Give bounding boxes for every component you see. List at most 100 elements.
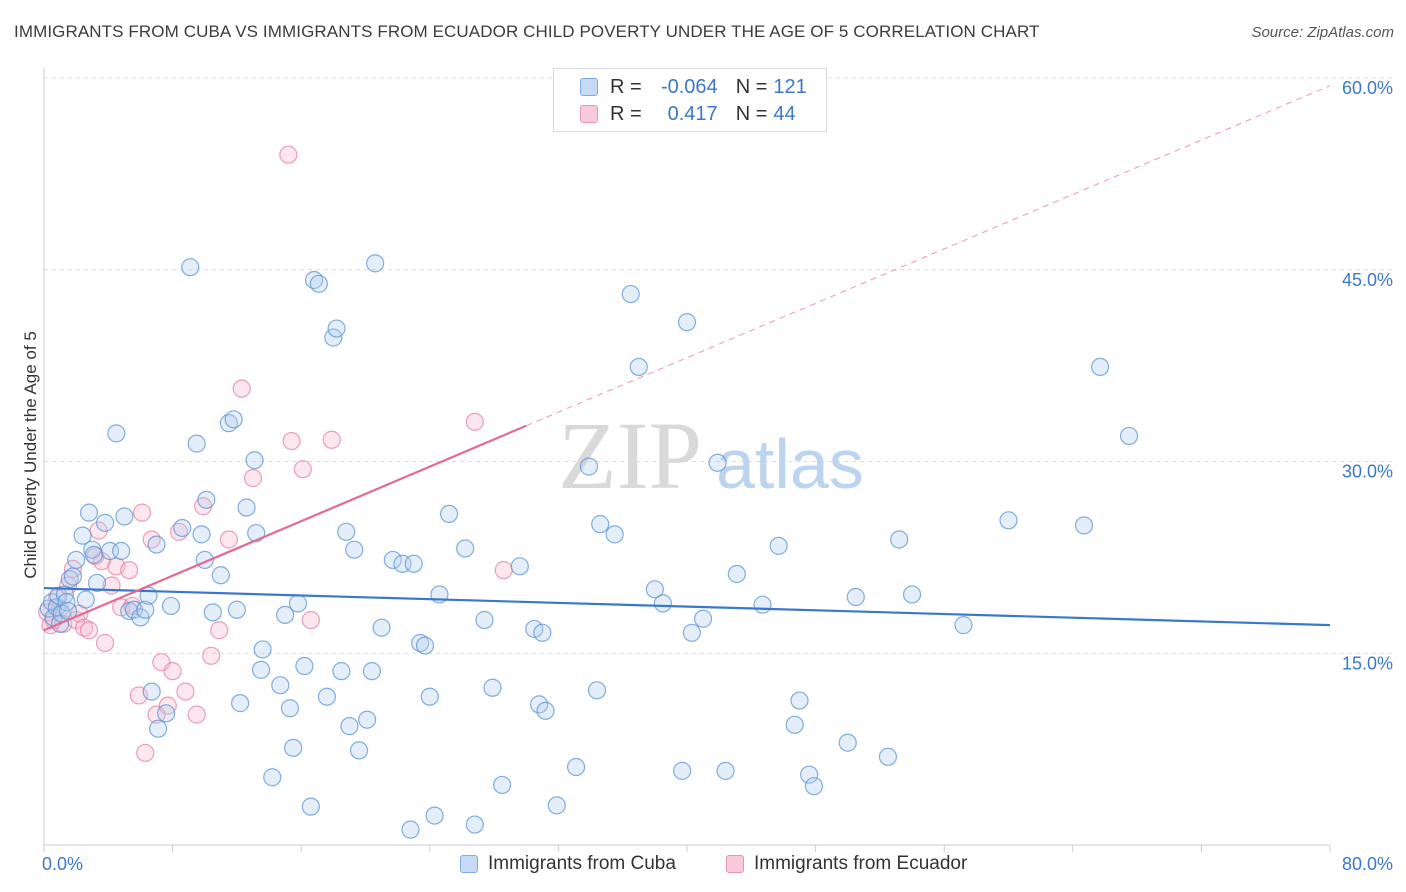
cuba-point	[800, 765, 819, 784]
cuba-point	[999, 511, 1018, 530]
watermark-atlas: atlas	[716, 425, 864, 503]
ecuador-legend-swatch	[726, 855, 744, 873]
ecuador-point	[301, 610, 320, 630]
cuba-point	[157, 704, 176, 723]
y-tick-labels: 15.0% 30.0% 45.0% 60.0%	[1342, 78, 1393, 673]
cuba-point	[192, 525, 211, 544]
trend-lines	[43, 85, 1331, 632]
cuba-point	[415, 636, 435, 655]
cuba-point	[340, 717, 359, 736]
cuba-point	[587, 681, 607, 700]
cuba-point	[536, 701, 555, 720]
cuba-point	[139, 586, 158, 605]
cuba-point	[727, 564, 746, 584]
cuba-point	[107, 424, 126, 443]
cuba-point	[677, 313, 697, 332]
cuba-point	[60, 570, 79, 589]
cuba-point	[327, 319, 346, 338]
axes	[43, 68, 1331, 852]
cuba-point	[682, 623, 701, 642]
cuba-point	[349, 741, 369, 760]
ecuador-point	[232, 379, 251, 398]
cuba-points	[39, 254, 1139, 839]
cuba-point	[769, 536, 788, 555]
cuba-point	[753, 595, 772, 614]
ecuador-r-value: 0.417	[667, 102, 718, 125]
cuba-point	[309, 274, 328, 293]
ecuador-n-label: N =	[735, 102, 768, 125]
cuba-point	[629, 357, 648, 377]
cuba-point	[716, 761, 735, 780]
y-tick-label: 15.0%	[1342, 653, 1393, 673]
cuba-legend-swatch	[460, 855, 478, 873]
cuba-trend-line	[43, 586, 1331, 627]
cuba-point	[251, 660, 271, 679]
x-tick-label-min: 0.0%	[42, 854, 83, 874]
legend-row-cuba: R = -0.064 N = 121	[580, 74, 807, 100]
ecuador-point	[210, 621, 229, 640]
ecuador-point	[136, 743, 155, 763]
cuba-point	[902, 585, 922, 604]
cuba-point	[1074, 516, 1094, 535]
y-axis-label: Child Poverty Under the Age of 5	[21, 331, 40, 579]
cuba-point	[224, 410, 243, 429]
cuba-n-label: N =	[735, 75, 768, 98]
ecuador-point	[494, 561, 513, 580]
cuba-point	[263, 768, 282, 787]
ecuador-point	[202, 646, 221, 665]
ecuador-point	[219, 530, 238, 549]
source-label: Source: ZipAtlas.com	[1251, 24, 1394, 41]
cuba-point	[483, 678, 502, 697]
cuba-point	[566, 757, 586, 777]
cuba-legend-label: Immigrants from Cuba	[488, 853, 676, 874]
cuba-point	[95, 513, 115, 532]
y-tick-label: 60.0%	[1342, 78, 1393, 98]
stats-legend: R = -0.064 N = 121 R = 0.417 N = 44	[553, 68, 827, 132]
cuba-point	[425, 806, 444, 825]
ecuador-trend-extension	[526, 85, 1331, 427]
cuba-n-value: 121	[773, 75, 807, 98]
cuba-point	[510, 557, 529, 576]
cuba-point	[197, 490, 216, 509]
cuba-point	[84, 545, 103, 564]
cuba-point	[439, 504, 459, 524]
cuba-point	[142, 682, 161, 701]
ecuador-point	[282, 431, 301, 451]
cuba-point	[173, 518, 192, 538]
cuba-point	[362, 662, 382, 681]
cuba-point	[708, 453, 727, 472]
cuba-point	[280, 699, 300, 718]
cuba-point	[288, 594, 308, 613]
cuba-point	[187, 434, 206, 453]
cuba-point	[237, 498, 256, 517]
ecuador-point	[142, 530, 161, 549]
cuba-point	[147, 535, 166, 554]
ecuador-point	[132, 503, 152, 522]
ecuador-point	[322, 430, 341, 449]
ecuador-point	[187, 705, 206, 724]
cuba-point	[372, 618, 391, 637]
cuba-point	[271, 676, 290, 695]
cuba-r-value: -0.064	[660, 75, 718, 98]
cuba-point	[76, 590, 95, 609]
cuba-point	[67, 550, 86, 570]
cuba-point	[420, 687, 439, 706]
cuba-point	[621, 284, 640, 304]
cuba-point	[345, 540, 364, 559]
y-tick-label: 30.0%	[1342, 462, 1393, 482]
cuba-swatch	[580, 78, 598, 96]
cuba-point	[87, 573, 107, 593]
ecuador-point	[120, 561, 139, 580]
cuba-point	[591, 515, 610, 534]
cuba-point	[383, 550, 402, 570]
cuba-point	[79, 503, 99, 522]
cuba-point	[579, 457, 599, 476]
cuba-point	[332, 662, 351, 681]
cuba-point	[475, 610, 494, 630]
ecuador-point	[75, 618, 94, 637]
cuba-point	[605, 525, 624, 544]
ecuador-point	[176, 682, 195, 701]
ecuador-r-label: R =	[610, 102, 642, 125]
cuba-point	[1091, 357, 1110, 377]
